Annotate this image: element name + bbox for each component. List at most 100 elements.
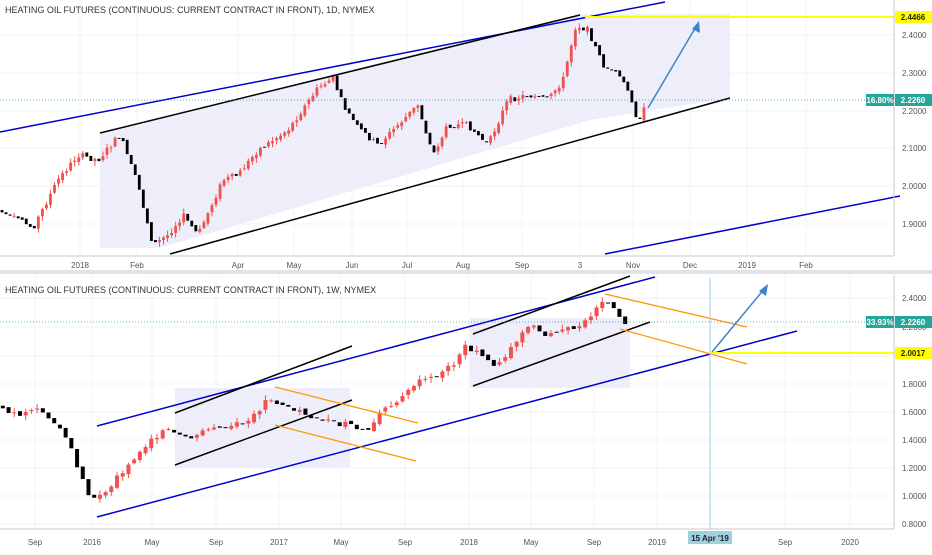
#26a69a-candle xyxy=(339,89,343,98)
weekly-target-price-tag: 2.0017 xyxy=(895,347,932,359)
#26a69a-candle xyxy=(400,122,404,127)
#26a69a-candle xyxy=(40,209,44,217)
#26a69a-candle xyxy=(24,218,28,225)
#26a69a-candle xyxy=(154,240,157,243)
#26a69a-candle xyxy=(383,407,388,412)
#26a69a-candle xyxy=(307,99,311,105)
#26a69a-candle xyxy=(469,345,473,352)
#26a69a-candle xyxy=(80,466,85,479)
#26a69a-candle xyxy=(573,29,577,47)
daily-upper-blue-trendline xyxy=(0,1,666,133)
#26a69a-candle xyxy=(560,329,565,332)
#26a69a-candle xyxy=(0,405,5,409)
daily-x-tick-label: Nov xyxy=(626,261,640,270)
daily-projection-arrowhead xyxy=(692,21,700,33)
#26a69a-candle xyxy=(349,420,354,425)
#26a69a-candle xyxy=(368,132,371,141)
#26a69a-candle xyxy=(525,96,529,98)
#26a69a-candle xyxy=(240,423,245,425)
#26a69a-candle xyxy=(230,174,234,177)
#26a69a-candle xyxy=(457,354,462,365)
daily-target-price-tag: 2.4466 xyxy=(895,11,932,23)
weekly-target-price-label: 2.0017 xyxy=(901,349,926,358)
#26a69a-candle xyxy=(143,447,148,454)
#26a69a-candle xyxy=(355,120,359,125)
weekly-x-tick-label: 2017 xyxy=(270,538,288,547)
weekly-date-marker-tag: 15 Apr '19 xyxy=(688,531,732,544)
#26a69a-candle xyxy=(526,326,531,333)
#26a69a-candle xyxy=(557,87,561,92)
#26a69a-candle xyxy=(81,153,85,158)
#26a69a-candle xyxy=(314,417,319,419)
#26a69a-candle xyxy=(611,302,616,309)
#26a69a-candle xyxy=(238,170,242,176)
#26a69a-candle xyxy=(543,331,548,336)
#26a69a-candle xyxy=(606,302,611,304)
#26a69a-candle xyxy=(52,418,57,424)
#26a69a-candle xyxy=(486,354,491,361)
#26a69a-candle xyxy=(149,222,153,241)
#26a69a-candle xyxy=(93,158,97,162)
weekly-2018-orange-lower xyxy=(619,328,748,365)
#26a69a-candle xyxy=(158,239,161,243)
#26a69a-candle xyxy=(477,131,480,136)
#26a69a-candle xyxy=(303,105,307,116)
#26a69a-candle xyxy=(53,185,56,193)
weekly-date-marker-label: 15 Apr '19 xyxy=(691,534,729,543)
#26a69a-candle xyxy=(444,126,448,138)
#26a69a-candle xyxy=(436,146,440,152)
#26a69a-candle xyxy=(267,142,270,147)
#26a69a-candle xyxy=(610,69,614,71)
#26a69a-candle xyxy=(309,415,314,419)
#26a69a-candle xyxy=(594,307,599,317)
#26a69a-candle xyxy=(460,122,464,124)
#26a69a-candle xyxy=(295,120,299,123)
#26a69a-candle xyxy=(600,302,605,309)
#26a69a-candle xyxy=(202,222,206,228)
weekly-price-tick-label: 1.8000 xyxy=(902,380,927,389)
#26a69a-candle xyxy=(69,162,73,171)
#26a69a-candle xyxy=(326,419,331,421)
pane-divider xyxy=(0,270,932,274)
#26a69a-candle xyxy=(408,111,412,117)
weekly-projection-arrowhead xyxy=(759,284,768,296)
#26a69a-candle xyxy=(214,197,218,205)
#26a69a-candle xyxy=(501,110,505,124)
#26a69a-candle xyxy=(545,96,549,98)
#26a69a-candle xyxy=(200,430,205,436)
#26a69a-candle xyxy=(160,430,165,439)
#26a69a-candle xyxy=(126,464,131,475)
daily-x-tick-label: Jul xyxy=(402,261,412,270)
#26a69a-candle xyxy=(291,122,295,131)
#26a69a-candle xyxy=(178,222,182,227)
#26a69a-candle xyxy=(517,98,521,101)
#26a69a-candle xyxy=(16,216,20,219)
#26a69a-candle xyxy=(354,424,359,430)
#26a69a-candle xyxy=(480,349,485,357)
#26a69a-candle xyxy=(380,143,383,145)
#26a69a-candle xyxy=(432,145,436,153)
#26a69a-candle xyxy=(259,147,262,156)
#26a69a-candle xyxy=(115,475,120,488)
#26a69a-candle xyxy=(337,422,342,427)
#26a69a-candle xyxy=(406,389,411,395)
#26a69a-candle xyxy=(404,116,408,122)
#26a69a-candle xyxy=(12,412,17,414)
#26a69a-candle xyxy=(198,228,202,232)
#26a69a-candle xyxy=(103,492,108,496)
#26a69a-candle xyxy=(206,213,210,224)
#26a69a-candle xyxy=(120,473,125,477)
#26a69a-candle xyxy=(549,93,553,97)
#26a69a-candle xyxy=(565,61,569,77)
#26a69a-candle xyxy=(105,147,109,155)
daily-x-tick-label: 2018 xyxy=(71,261,89,270)
#26a69a-candle xyxy=(446,365,451,372)
#26a69a-candle xyxy=(622,76,626,83)
#26a69a-candle xyxy=(252,413,257,423)
#26a69a-candle xyxy=(149,438,154,449)
#26a69a-candle xyxy=(351,113,355,121)
#26a69a-candle xyxy=(23,412,28,416)
#26a69a-candle xyxy=(533,96,537,98)
#26a69a-candle xyxy=(4,212,8,215)
#26a69a-candle xyxy=(617,308,622,317)
